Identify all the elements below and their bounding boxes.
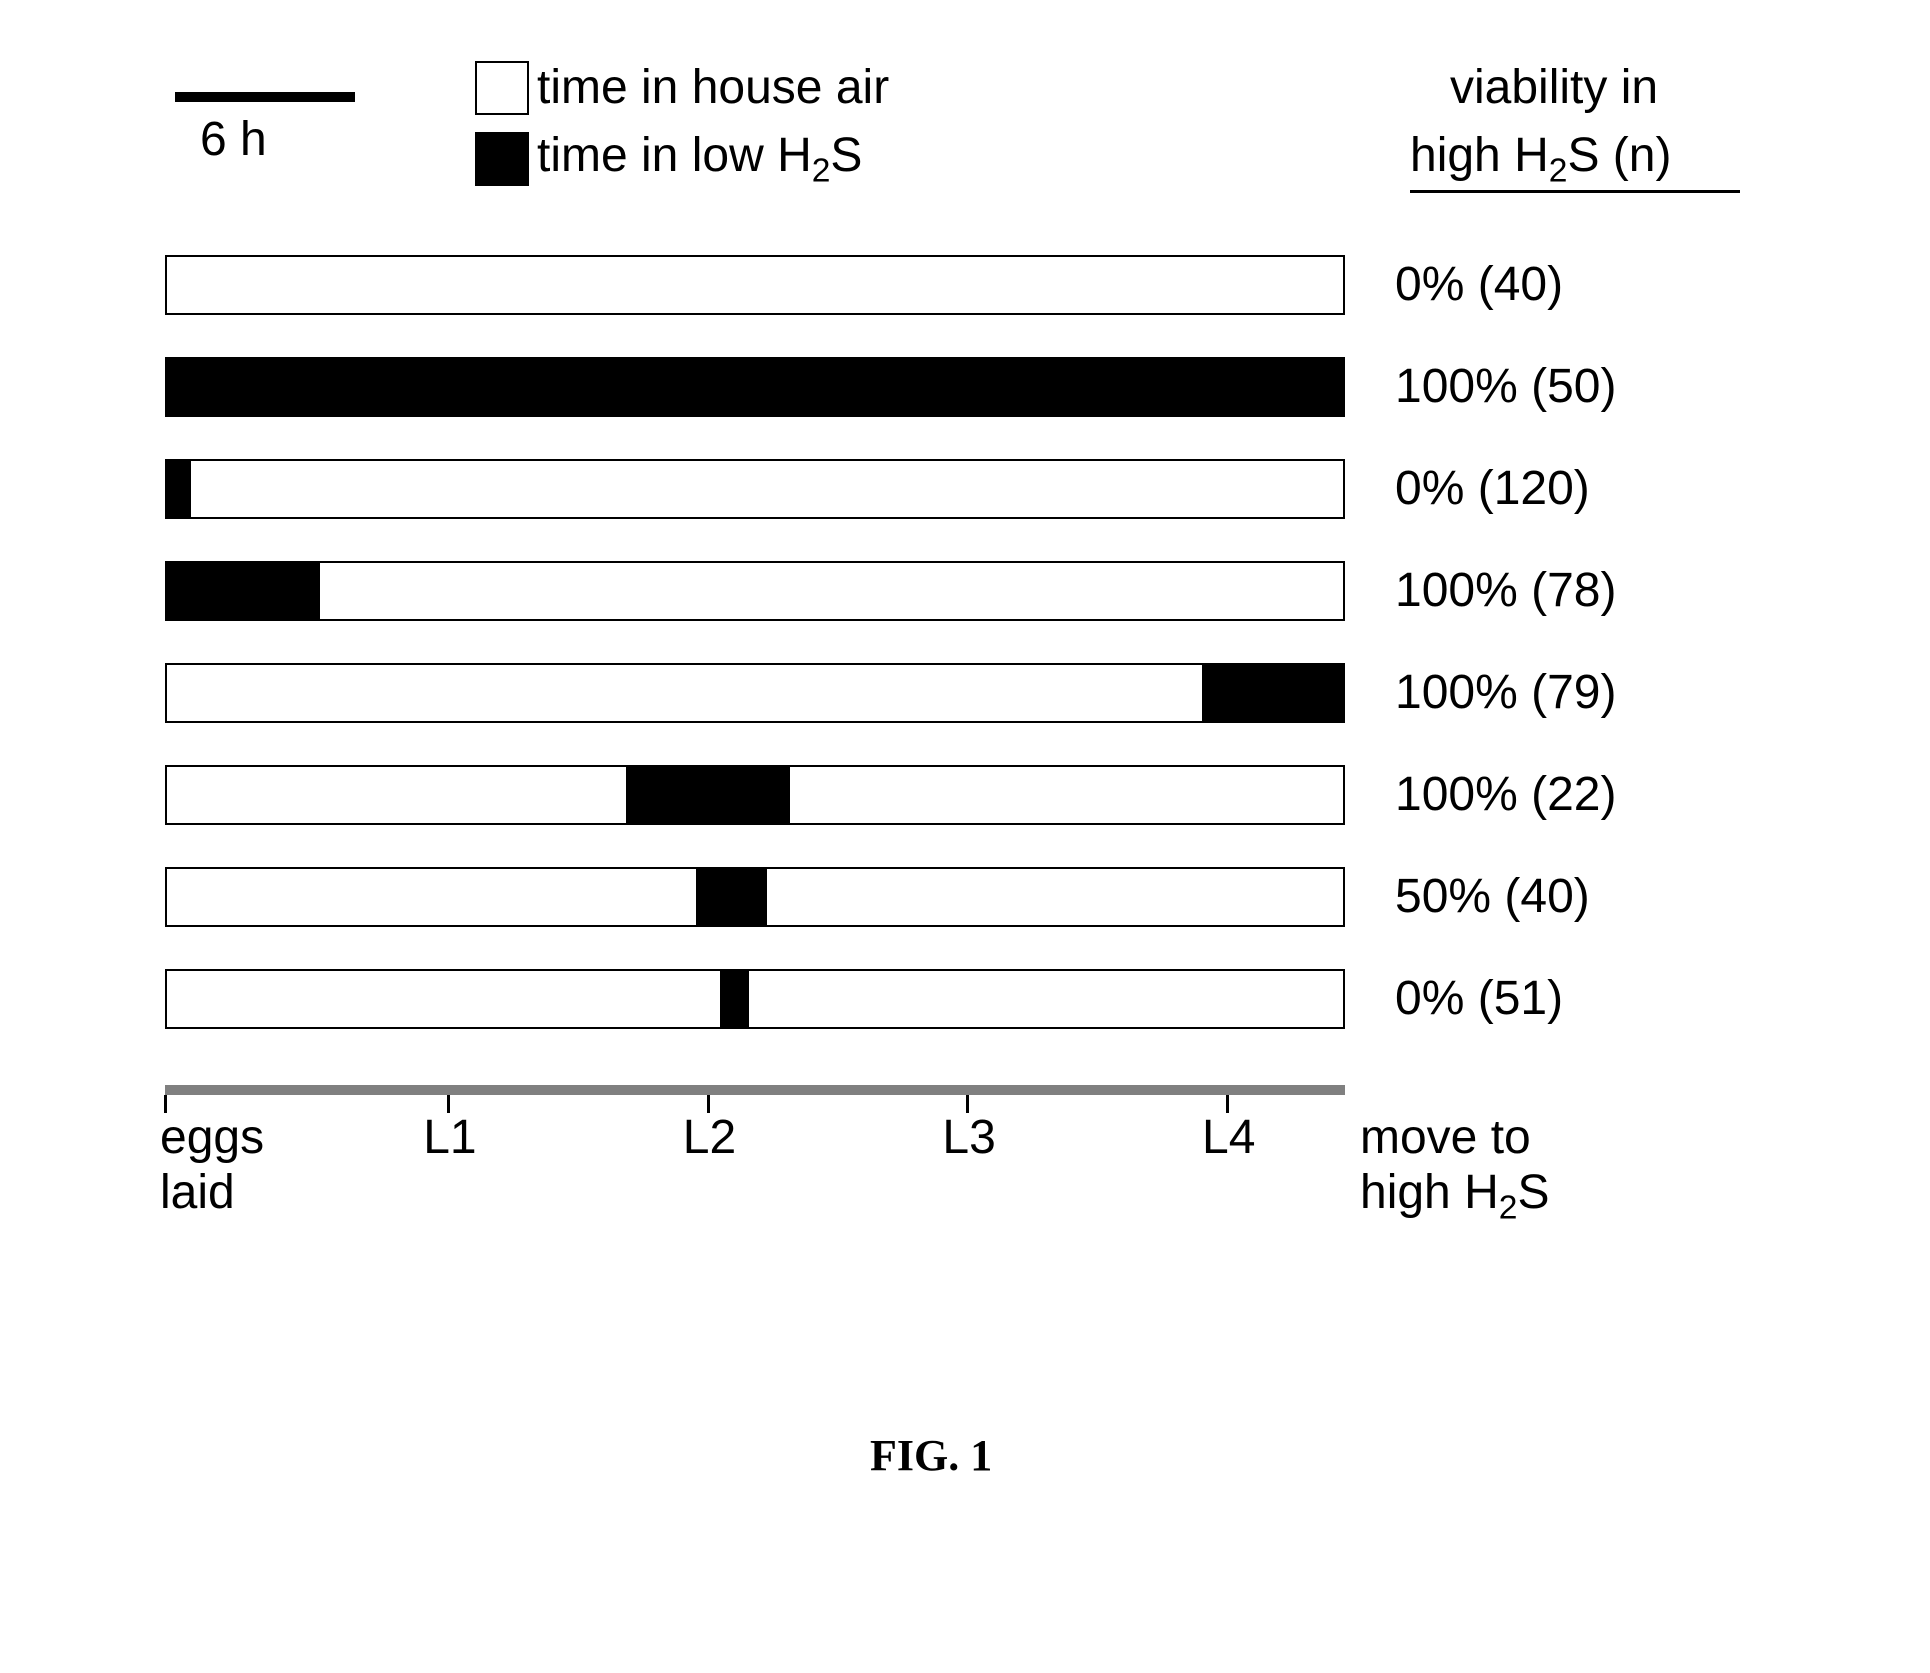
segment-air [790, 767, 1343, 823]
axis-label: L4 [1202, 1110, 1255, 1165]
legend-row: time in low H2S [475, 128, 862, 191]
segment-air [767, 869, 1343, 925]
legend-row: time in house air [475, 60, 889, 115]
figure-root: 6 h time in house air time in low H2S viabi… [0, 0, 1930, 1673]
segment-air [167, 257, 1343, 313]
timeline-bar [165, 867, 1345, 927]
header-line1: viability in [1450, 60, 1658, 115]
header-underline [1410, 190, 1740, 193]
bar-result-label: 100% (78) [1395, 563, 1616, 618]
figure-caption: FIG. 1 [870, 1430, 992, 1481]
segment-air [167, 971, 720, 1027]
scale-bar [175, 92, 355, 102]
segment-air [749, 971, 1343, 1027]
segment-h2s [626, 767, 791, 823]
bar-result-label: 100% (79) [1395, 665, 1616, 720]
segment-h2s [696, 869, 767, 925]
segment-air [191, 461, 1343, 517]
timeline-bar [165, 561, 1345, 621]
timeline-bar [165, 663, 1345, 723]
bar-result-label: 100% (22) [1395, 767, 1616, 822]
axis-label: L3 [942, 1110, 995, 1165]
legend-swatch [475, 61, 529, 115]
bar-result-label: 50% (40) [1395, 869, 1590, 924]
legend-label: time in low H2S [537, 128, 862, 191]
timeline-bar [165, 459, 1345, 519]
legend-label: time in house air [537, 60, 889, 115]
segment-air [167, 665, 1202, 721]
segment-h2s [167, 461, 191, 517]
timeline-bar [165, 969, 1345, 1029]
axis-label: move tohigh H2S [1360, 1110, 1549, 1228]
axis-label: eggslaid [160, 1110, 264, 1220]
segment-air [320, 563, 1343, 619]
x-axis [165, 1085, 1345, 1095]
segment-h2s [167, 563, 320, 619]
segment-air [167, 869, 696, 925]
segment-h2s [167, 359, 1343, 415]
scale-bar-label: 6 h [200, 112, 267, 167]
bar-result-label: 0% (120) [1395, 461, 1590, 516]
segment-air [167, 767, 626, 823]
bar-result-label: 100% (50) [1395, 359, 1616, 414]
segment-h2s [1202, 665, 1343, 721]
bar-result-label: 0% (51) [1395, 971, 1563, 1026]
timeline-bar [165, 765, 1345, 825]
axis-label: L2 [683, 1110, 736, 1165]
axis-label: L1 [423, 1110, 476, 1165]
segment-h2s [720, 971, 749, 1027]
timeline-bar [165, 357, 1345, 417]
bar-result-label: 0% (40) [1395, 257, 1563, 312]
header-line2: high H2S (n) [1410, 128, 1671, 191]
timeline-bar [165, 255, 1345, 315]
legend-swatch [475, 132, 529, 186]
